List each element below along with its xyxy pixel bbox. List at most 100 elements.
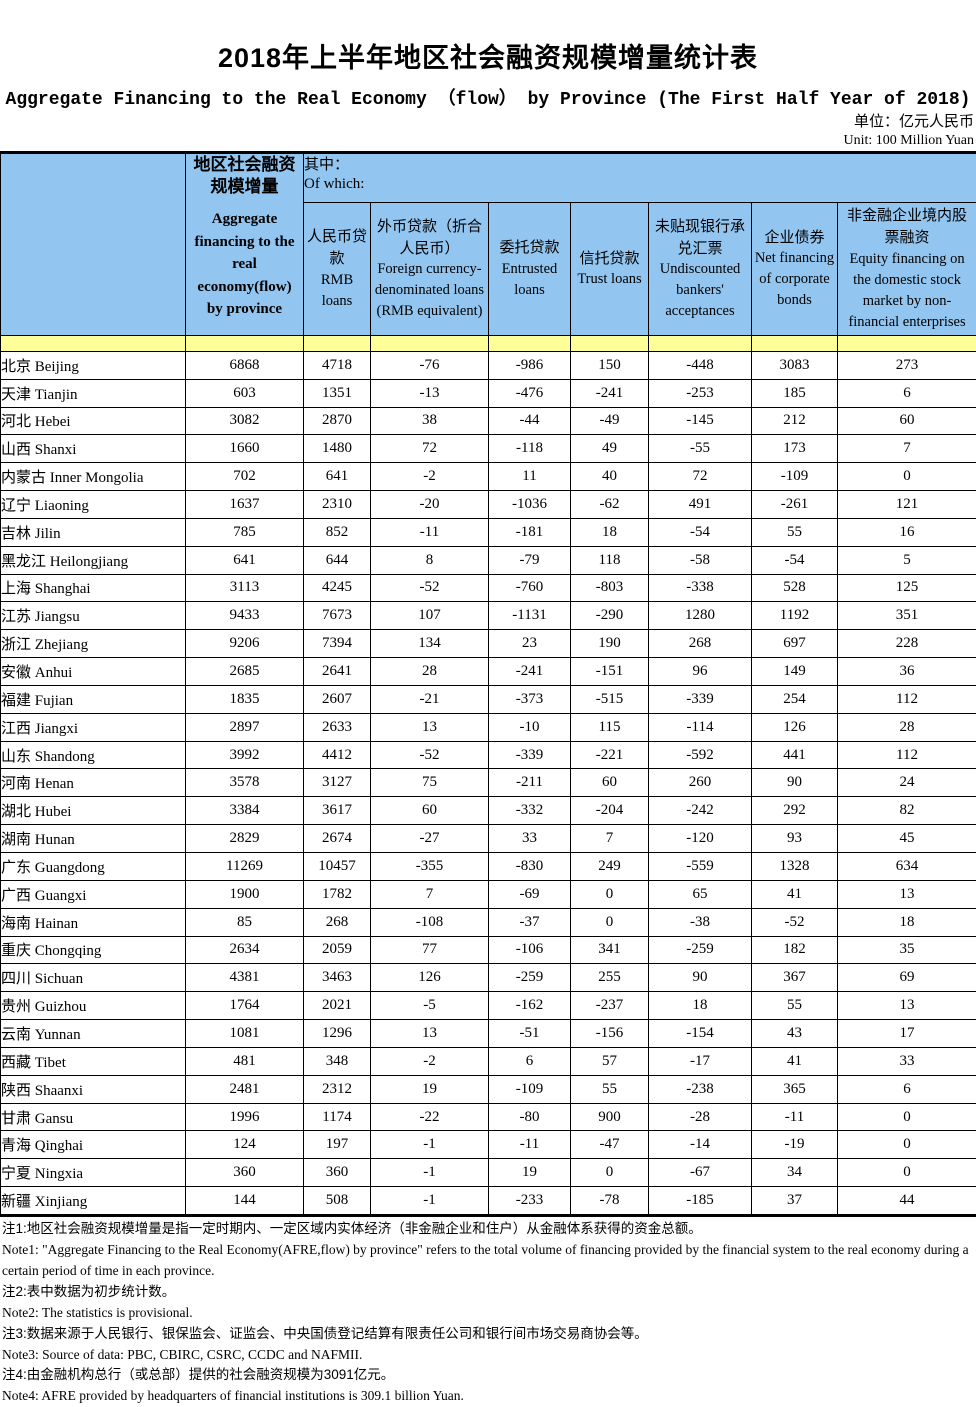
stripe-cell: [571, 335, 649, 351]
note-1-cn: 注1:地区社会融资规模增量是指一定时期内、一定区域内实体经济（非金融企业和住户）…: [2, 1219, 976, 1240]
value-cell: 268: [304, 908, 371, 936]
province-cell: 湖北 Hubei: [1, 797, 186, 825]
value-cell: 2829: [186, 825, 304, 853]
column-header-en: Equity financing on the domestic stock m…: [840, 249, 974, 333]
note-3-en: Note3: Source of data: PBC, CBIRC, CSRC,…: [2, 1345, 976, 1366]
column-header-en: Net financing of corporate bonds: [754, 248, 835, 311]
value-cell: -20: [371, 491, 489, 519]
value-cell: 1174: [304, 1103, 371, 1131]
value-cell: 852: [304, 518, 371, 546]
value-cell: 0: [838, 463, 976, 491]
value-cell: 7673: [304, 602, 371, 630]
stripe-row: [1, 335, 976, 351]
value-cell: 1835: [186, 685, 304, 713]
value-cell: -156: [571, 1020, 649, 1048]
value-cell: 19: [489, 1159, 571, 1187]
value-cell: 528: [752, 574, 838, 602]
value-cell: -47: [571, 1131, 649, 1159]
value-cell: -51: [489, 1020, 571, 1048]
value-cell: 93: [752, 825, 838, 853]
province-cell: 西藏 Tibet: [1, 1047, 186, 1075]
value-cell: -261: [752, 491, 838, 519]
value-cell: 2633: [304, 713, 371, 741]
value-cell: 13: [838, 992, 976, 1020]
value-cell: 182: [752, 936, 838, 964]
value-cell: 173: [752, 435, 838, 463]
value-cell: -69: [489, 880, 571, 908]
province-cell: 河北 Hebei: [1, 407, 186, 435]
value-cell: -290: [571, 602, 649, 630]
value-cell: 360: [186, 1159, 304, 1187]
column-header-en: Entrusted loans: [491, 259, 568, 301]
value-cell: 3578: [186, 769, 304, 797]
value-cell: 40: [571, 463, 649, 491]
aggregate-header-cn: 地区社会融资规模增量: [186, 154, 303, 198]
of-which-cn: 其中：: [304, 154, 976, 175]
value-cell: 4412: [304, 741, 371, 769]
value-cell: 268: [649, 630, 752, 658]
value-cell: -211: [489, 769, 571, 797]
value-cell: -54: [752, 546, 838, 574]
value-cell: 149: [752, 658, 838, 686]
value-cell: -52: [371, 574, 489, 602]
value-cell: 112: [838, 685, 976, 713]
value-cell: -448: [649, 351, 752, 379]
province-cell: 河南 Henan: [1, 769, 186, 797]
value-cell: 60: [838, 407, 976, 435]
value-cell: 55: [752, 992, 838, 1020]
value-cell: 212: [752, 407, 838, 435]
value-cell: 2607: [304, 685, 371, 713]
value-cell: 28: [371, 658, 489, 686]
value-cell: -38: [649, 908, 752, 936]
value-cell: 1280: [649, 602, 752, 630]
value-cell: 249: [571, 853, 649, 881]
value-cell: 43: [752, 1020, 838, 1048]
value-cell: 2870: [304, 407, 371, 435]
value-cell: 1328: [752, 853, 838, 881]
stripe-cell: [371, 335, 489, 351]
column-header-cn: 委托贷款: [491, 237, 568, 259]
value-cell: 8: [371, 546, 489, 574]
value-cell: 7: [571, 825, 649, 853]
value-cell: 126: [752, 713, 838, 741]
column-header-cn: 人民币贷款: [306, 226, 368, 270]
value-cell: 11269: [186, 853, 304, 881]
value-cell: 16: [838, 518, 976, 546]
value-cell: -241: [489, 658, 571, 686]
value-cell: -181: [489, 518, 571, 546]
value-cell: 0: [571, 908, 649, 936]
value-cell: 6: [489, 1047, 571, 1075]
value-cell: 69: [838, 964, 976, 992]
stripe-cell: [489, 335, 571, 351]
value-cell: 255: [571, 964, 649, 992]
column-header-cn: 信托贷款: [573, 248, 646, 270]
value-cell: -339: [649, 685, 752, 713]
value-cell: 35: [838, 936, 976, 964]
value-cell: 125: [838, 574, 976, 602]
value-cell: -106: [489, 936, 571, 964]
value-cell: -118: [489, 435, 571, 463]
value-cell: -476: [489, 379, 571, 407]
value-cell: -19: [752, 1131, 838, 1159]
province-cell: 安徽 Anhui: [1, 658, 186, 686]
province-cell: 广西 Guangxi: [1, 880, 186, 908]
column-header-cn: 非金融企业境内股票融资: [840, 205, 974, 249]
province-cell: 山西 Shanxi: [1, 435, 186, 463]
value-cell: 24: [838, 769, 976, 797]
value-cell: 702: [186, 463, 304, 491]
province-cell: 重庆 Chongqing: [1, 936, 186, 964]
value-cell: 33: [838, 1047, 976, 1075]
table-header: 地区社会融资规模增量 Aggregate financing to the re…: [1, 153, 976, 352]
value-cell: 0: [571, 880, 649, 908]
